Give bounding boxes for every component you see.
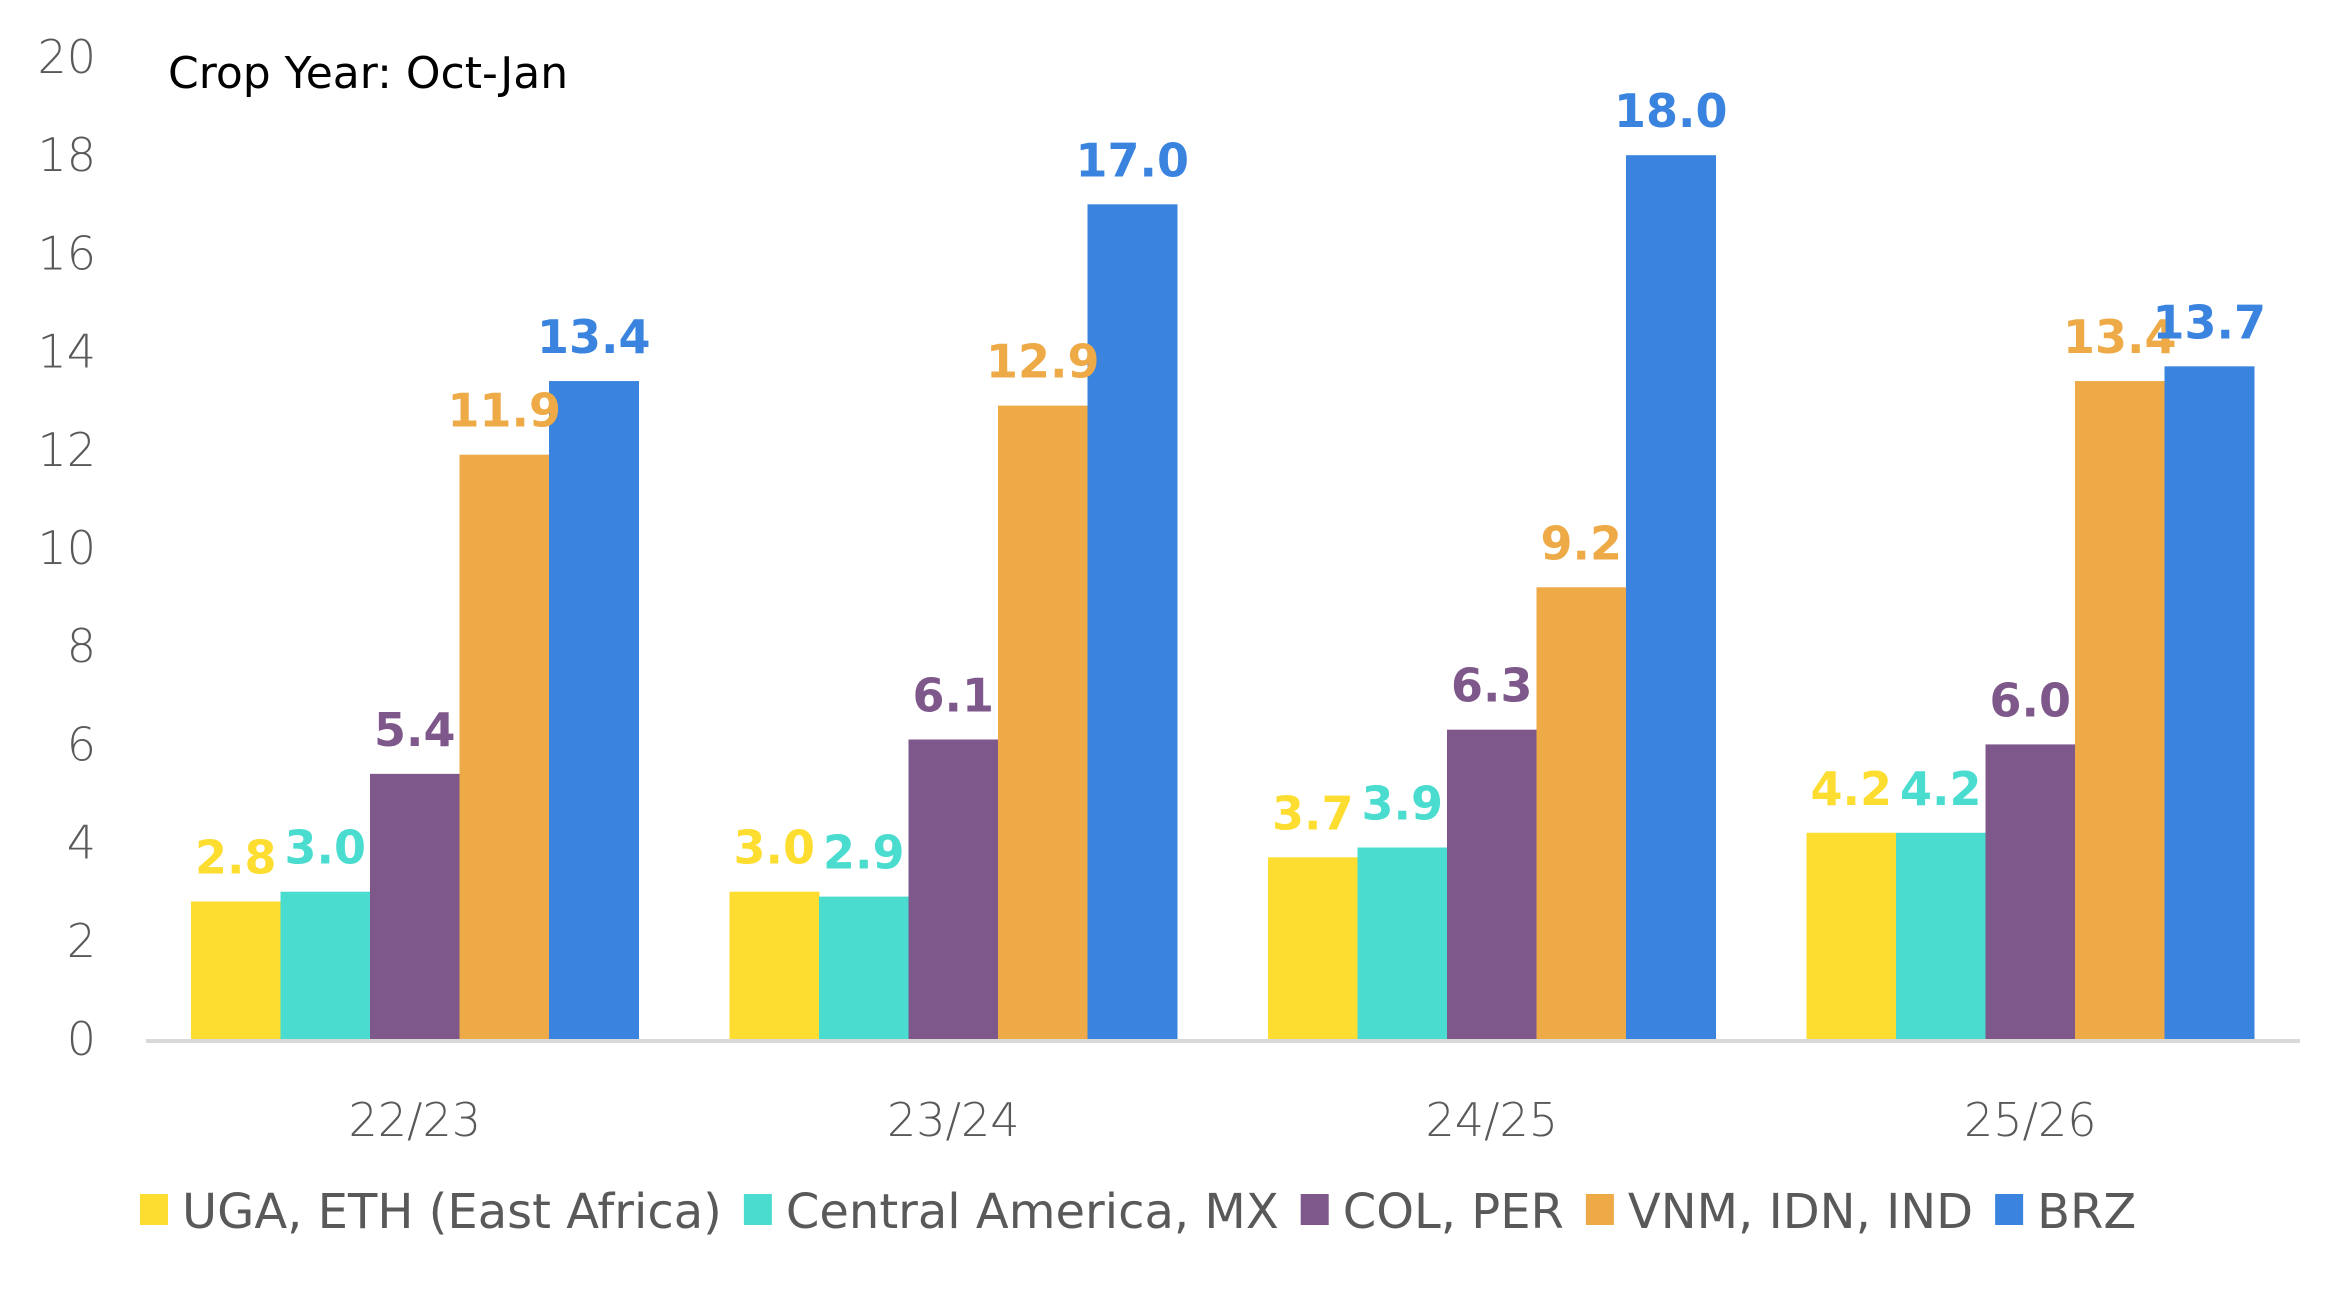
data-label: 13.4: [2063, 310, 2177, 364]
x-tick-label: 23/24: [887, 1093, 1020, 1147]
bar: [459, 454, 550, 1040]
bar: [2164, 366, 2255, 1040]
x-tick-label: 22/23: [348, 1093, 481, 1147]
y-tick-label: 4: [67, 816, 96, 870]
bar: [1985, 744, 2076, 1039]
x-tick-label: 25/26: [1964, 1093, 2097, 1147]
data-label: 3.0: [734, 821, 816, 875]
data-label: 11.9: [448, 384, 562, 438]
y-tick-label: 10: [37, 521, 96, 575]
data-label: 2.8: [195, 831, 277, 885]
y-tick-label: 14: [37, 325, 96, 379]
bar: [1806, 832, 1897, 1039]
legend-label: Central America, MX: [786, 1184, 1279, 1240]
legend-swatch: [743, 1194, 772, 1225]
legend-swatch: [140, 1194, 168, 1225]
data-label: 4.2: [1811, 762, 1893, 816]
data-label: 6.3: [1451, 659, 1533, 713]
data-labels-layer: 2.8 3.05.411.913.43.0 2.96.112.917.03.7 3.9…: [195, 84, 2266, 884]
legend-item: UGA, ETH (East Africa): [140, 1184, 722, 1240]
y-axis: 0 2 4 6 8 10 12 14 16 18 20: [37, 30, 96, 1066]
bar: [2075, 381, 2165, 1039]
data-label: 5.4: [374, 703, 456, 757]
y-tick-label: 2: [67, 914, 96, 968]
bar: [191, 901, 281, 1039]
data-label: 13.7: [2153, 295, 2267, 349]
bar: [1447, 729, 1537, 1039]
y-tick-label: 0: [67, 1012, 96, 1066]
legend-item: BRZ: [1995, 1184, 2136, 1240]
data-label: 3.0: [285, 821, 367, 875]
chart-subtitle: Crop Year: Oct-Jan: [168, 48, 568, 99]
legend-item: VNM, IDN, IND: [1585, 1184, 1973, 1240]
data-label: 13.4: [537, 310, 651, 364]
data-label: 2.9: [823, 826, 905, 880]
data-label: 9.2: [1541, 516, 1623, 570]
bar: [1626, 155, 1716, 1039]
legend-swatch: [1300, 1194, 1329, 1225]
bar: [280, 891, 371, 1039]
y-tick-label: 16: [37, 226, 96, 280]
bar: [819, 896, 909, 1039]
bar: [1357, 847, 1448, 1039]
y-tick-label: 8: [67, 619, 96, 673]
legend-item: Central America, MX: [743, 1184, 1279, 1240]
data-label: 6.1: [913, 668, 995, 722]
y-tick-label: 18: [37, 128, 96, 182]
bar: [729, 891, 820, 1039]
bar: [1536, 587, 1627, 1039]
data-label: 3.7: [1272, 786, 1354, 840]
legend: UGA, ETH (East Africa) Central America, M…: [140, 1184, 2136, 1240]
bar: [549, 381, 639, 1039]
data-label: 12.9: [986, 335, 1100, 389]
x-tick-label: 24/25: [1425, 1093, 1558, 1147]
bar: [1896, 832, 1986, 1039]
x-axis: 22/23 23/24 24/25 25/26: [348, 1093, 2096, 1147]
y-tick-label: 6: [67, 717, 96, 771]
legend-swatch: [1585, 1194, 1614, 1225]
y-tick-label: 20: [37, 30, 96, 84]
bar: [1087, 204, 1178, 1040]
data-label: 4.2: [1900, 762, 1982, 816]
bar: [1268, 857, 1358, 1039]
legend-label: VNM, IDN, IND: [1628, 1184, 1973, 1240]
legend-label: COL, PER: [1343, 1184, 1564, 1240]
bar: [370, 773, 460, 1039]
y-tick-label: 12: [37, 423, 96, 477]
data-label: 18.0: [1614, 84, 1728, 138]
legend-label: BRZ: [2037, 1184, 2136, 1240]
bars-layer: [191, 155, 2255, 1040]
data-label: 3.9: [1362, 777, 1444, 831]
legend-label: UGA, ETH (East Africa): [182, 1184, 722, 1240]
data-label: 6.0: [1990, 673, 2072, 727]
bar: [908, 739, 999, 1039]
data-label: 17.0: [1076, 133, 1190, 187]
legend-item: COL, PER: [1300, 1184, 1564, 1240]
legend-swatch: [1995, 1194, 2024, 1225]
bar: [998, 405, 1088, 1039]
